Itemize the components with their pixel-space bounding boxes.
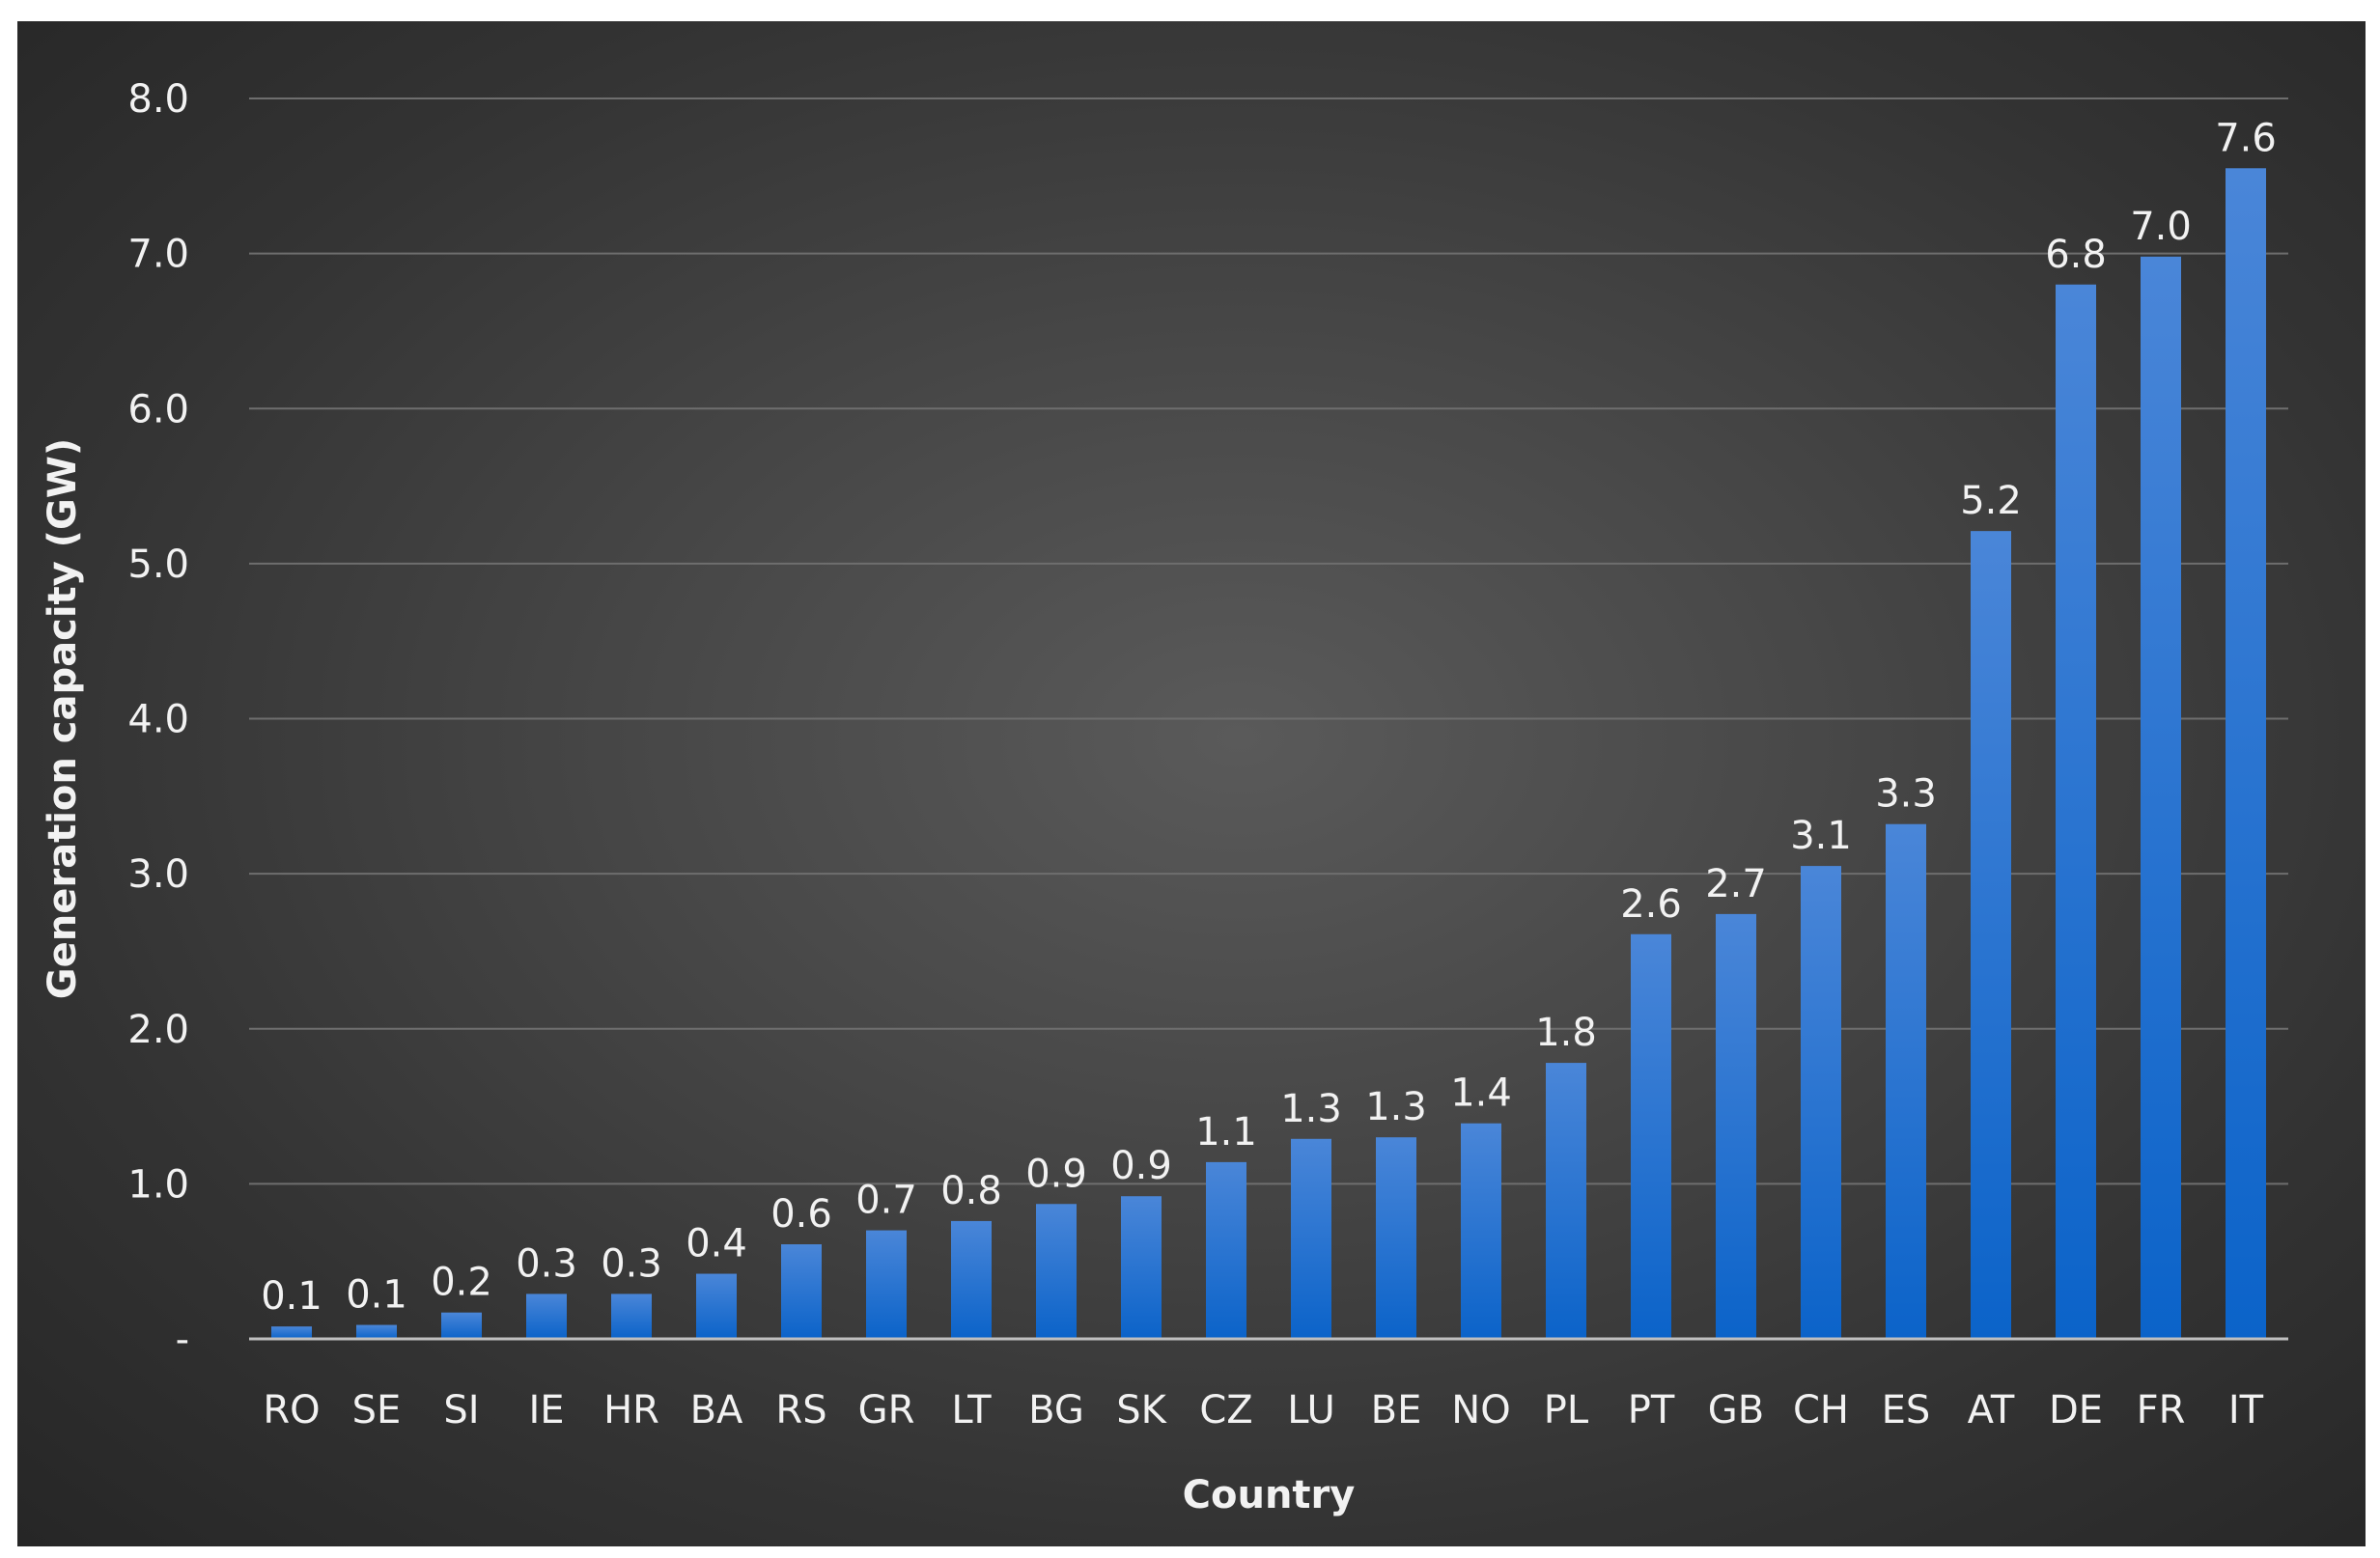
bar-lu xyxy=(1291,1138,1331,1339)
bar-ro xyxy=(271,1326,312,1339)
data-label: 2.7 xyxy=(1705,862,1767,906)
data-label: 0.9 xyxy=(1110,1144,1172,1188)
x-tick-label: SI xyxy=(443,1388,479,1433)
x-tick-label: IE xyxy=(528,1388,564,1433)
bar-no xyxy=(1461,1123,1501,1339)
x-tick-label: BG xyxy=(1028,1388,1084,1433)
x-tick-label: ES xyxy=(1882,1388,1931,1433)
data-label: 1.4 xyxy=(1450,1071,1512,1116)
data-labels: 0.1 0.1 0.2 0.3 0.3 0.4 0.6 0.7 0.8 0.9 0.9 1.1 1.3 1… xyxy=(261,116,2277,1319)
x-axis-title: Country xyxy=(1183,1473,1356,1517)
y-axis-title: Generation capacity (GW) xyxy=(41,438,85,999)
y-axis-ticks: - 1.0 2.0 3.0 4.0 5.0 6.0 7.0 8.0 xyxy=(127,77,189,1362)
y-tick-label: 4.0 xyxy=(127,698,189,742)
data-label: 0.9 xyxy=(1025,1152,1087,1196)
data-label: 3.1 xyxy=(1790,814,1852,858)
x-tick-label: HR xyxy=(603,1388,659,1433)
bar-gr xyxy=(866,1230,907,1339)
data-label: 5.2 xyxy=(1960,479,2022,523)
x-tick-label: LU xyxy=(1287,1388,1335,1433)
y-tick-label: 3.0 xyxy=(127,852,189,897)
bar-se xyxy=(356,1324,397,1339)
bars xyxy=(271,168,2266,1339)
data-label: 3.3 xyxy=(1875,772,1937,817)
bar-rs xyxy=(781,1244,822,1339)
data-label: 0.1 xyxy=(346,1273,407,1318)
data-label: 7.0 xyxy=(2130,205,2192,249)
bar-hr xyxy=(611,1294,652,1339)
bar-gb xyxy=(1716,913,1756,1339)
data-label: 0.3 xyxy=(601,1241,662,1286)
y-tick-label: 5.0 xyxy=(127,543,189,587)
x-tick-label: RO xyxy=(263,1388,320,1433)
bar-pl xyxy=(1546,1063,1586,1339)
bar-fr xyxy=(2141,256,2181,1339)
data-label: 0.8 xyxy=(940,1169,1002,1213)
y-tick-label: - xyxy=(176,1318,189,1362)
bar-chart: - 1.0 2.0 3.0 4.0 5.0 6.0 7.0 8.0 RO SE SI IE HR BA RS… xyxy=(41,77,2288,1517)
x-tick-label: SK xyxy=(1116,1388,1167,1433)
x-tick-label: CZ xyxy=(1199,1388,1252,1433)
data-label: 1.3 xyxy=(1280,1087,1342,1131)
bar-de xyxy=(2056,284,2096,1339)
x-tick-label: FR xyxy=(2137,1388,2186,1433)
x-tick-label: GB xyxy=(1708,1388,1764,1433)
x-tick-label: SE xyxy=(352,1388,402,1433)
data-label: 1.1 xyxy=(1195,1110,1257,1155)
data-label: 0.3 xyxy=(516,1241,577,1286)
bar-si xyxy=(441,1312,482,1339)
x-tick-label: BA xyxy=(690,1388,743,1433)
data-label: 1.3 xyxy=(1365,1085,1427,1129)
y-tick-label: 2.0 xyxy=(127,1008,189,1052)
y-tick-label: 6.0 xyxy=(127,387,189,431)
bar-ie xyxy=(526,1294,567,1339)
data-label: 0.4 xyxy=(686,1222,747,1266)
y-tick-label: 7.0 xyxy=(127,233,189,277)
data-label: 0.7 xyxy=(855,1179,917,1223)
data-label: 7.6 xyxy=(2215,116,2277,160)
x-tick-label: PL xyxy=(1544,1388,1589,1433)
bar-sk xyxy=(1121,1196,1162,1339)
bar-pt xyxy=(1631,933,1671,1339)
chart-frame: - 1.0 2.0 3.0 4.0 5.0 6.0 7.0 8.0 RO SE SI IE HR BA RS… xyxy=(17,21,2366,1546)
gridlines xyxy=(249,97,2288,1185)
x-tick-label: IT xyxy=(2228,1388,2264,1433)
x-tick-label: GR xyxy=(858,1388,915,1433)
x-tick-label: BE xyxy=(1371,1388,1422,1433)
x-tick-label: NO xyxy=(1451,1388,1510,1433)
data-label: 2.6 xyxy=(1620,882,1682,927)
bar-lt xyxy=(951,1220,992,1339)
bar-bg xyxy=(1036,1204,1077,1339)
x-tick-label: RS xyxy=(775,1388,826,1433)
bar-ch xyxy=(1801,866,1841,1339)
data-label: 1.8 xyxy=(1535,1011,1597,1055)
x-tick-label: PT xyxy=(1628,1388,1675,1433)
y-tick-label: 1.0 xyxy=(127,1162,189,1207)
x-tick-label: AT xyxy=(1968,1388,2015,1433)
bar-it xyxy=(2226,168,2266,1339)
bar-be xyxy=(1376,1137,1416,1339)
bar-ba xyxy=(696,1273,737,1339)
data-label: 0.6 xyxy=(770,1192,832,1237)
x-tick-label: LT xyxy=(951,1388,992,1433)
bar-es xyxy=(1886,823,1926,1339)
x-tick-label: DE xyxy=(2049,1388,2103,1433)
data-label: 6.8 xyxy=(2045,233,2107,277)
x-tick-label: CH xyxy=(1793,1388,1849,1433)
x-axis-ticks: RO SE SI IE HR BA RS GR LT BG SK CZ LU BE NO PL PT GB CH ES… xyxy=(263,1388,2263,1433)
data-label: 0.2 xyxy=(431,1261,492,1305)
data-label: 0.1 xyxy=(261,1274,322,1319)
bar-cz xyxy=(1206,1161,1246,1339)
bar-at xyxy=(1971,531,2011,1339)
y-tick-label: 8.0 xyxy=(127,77,189,122)
